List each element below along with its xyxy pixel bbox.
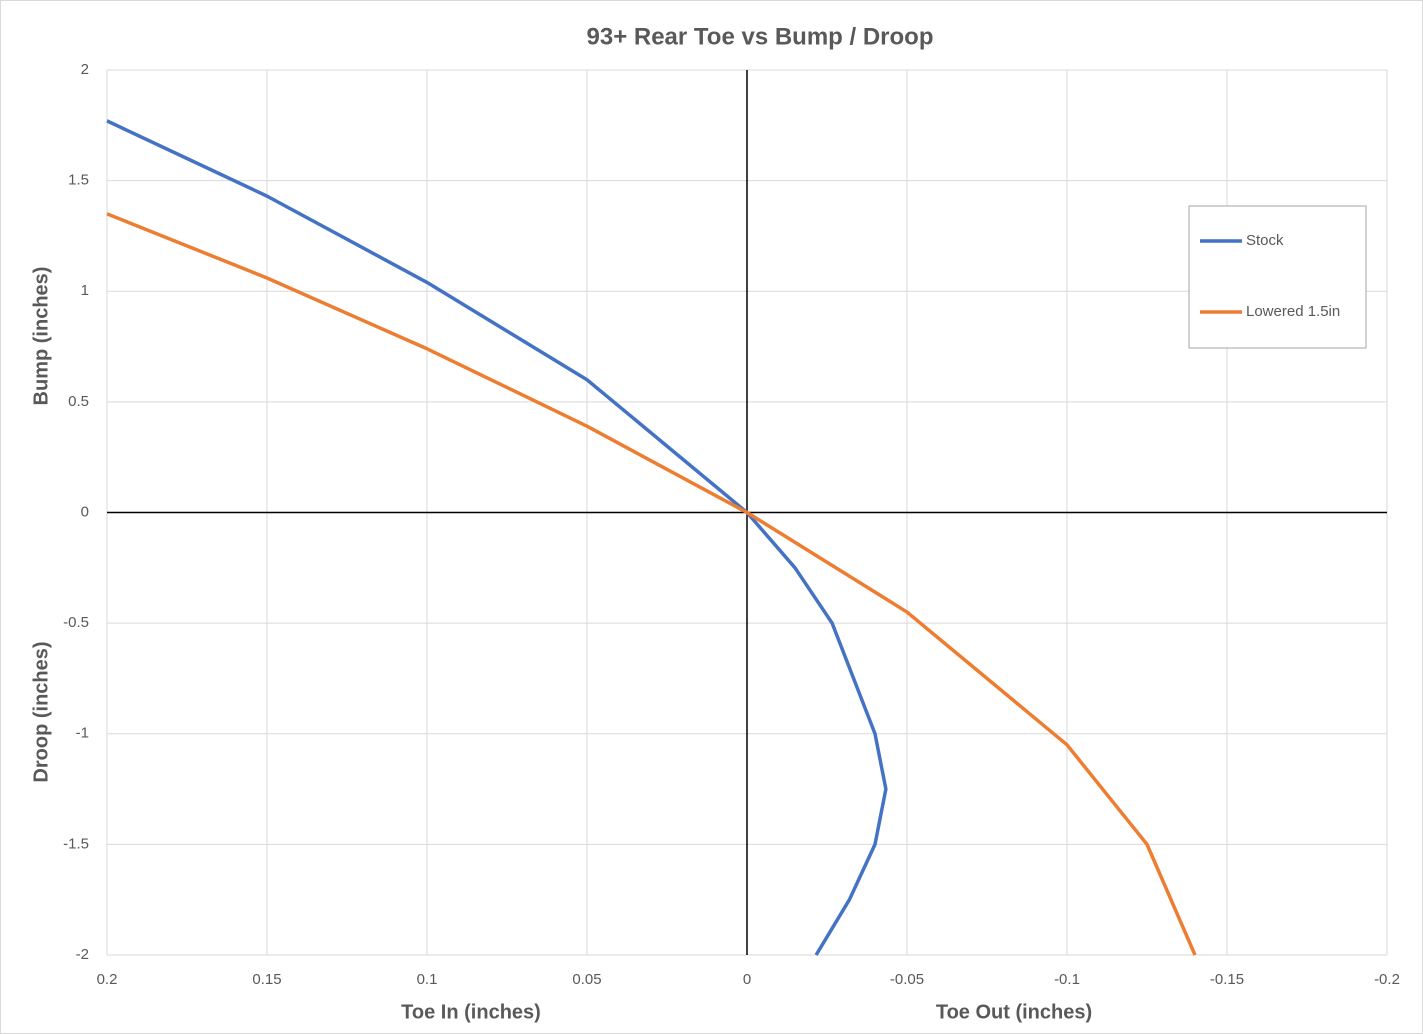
y-tick-label: -1 bbox=[76, 725, 89, 742]
x-axis-title: Toe In (inches) bbox=[401, 1001, 541, 1023]
series-line bbox=[106, 119, 888, 956]
chart-title: 93+ Rear Toe vs Bump / Droop bbox=[587, 23, 934, 50]
y-axis-title: Droop (inches) bbox=[30, 641, 52, 782]
y-tick-label: 1.5 bbox=[68, 172, 89, 189]
series-line bbox=[106, 212, 1197, 956]
y-tick-label: -0.5 bbox=[63, 614, 89, 631]
y-tick-label: -1.5 bbox=[63, 835, 89, 852]
x-tick-label: -0.2 bbox=[1374, 971, 1400, 988]
x-tick-label: 0.2 bbox=[97, 971, 118, 988]
y-tick-label: 0 bbox=[81, 503, 89, 520]
x-axis-title: Toe Out (inches) bbox=[936, 1001, 1092, 1023]
legend-box bbox=[1188, 205, 1367, 349]
legend-label: Stock bbox=[1246, 232, 1284, 249]
x-tick-label: -0.15 bbox=[1210, 971, 1244, 988]
x-tick-label: 0.05 bbox=[572, 971, 601, 988]
x-tick-label: -0.05 bbox=[890, 971, 924, 988]
y-tick-label: 2 bbox=[81, 61, 89, 78]
y-tick-label: 1 bbox=[81, 282, 89, 299]
y-axis-title: Bump (inches) bbox=[30, 267, 52, 406]
y-tick-label: 0.5 bbox=[68, 393, 89, 410]
x-tick-label: 0 bbox=[743, 971, 751, 988]
y-tick-label: -2 bbox=[76, 946, 89, 963]
x-tick-label: 0.15 bbox=[252, 971, 281, 988]
x-tick-label: -0.1 bbox=[1054, 971, 1080, 988]
legend-label: Lowered 1.5in bbox=[1246, 303, 1340, 320]
x-tick-label: 0.1 bbox=[417, 971, 438, 988]
